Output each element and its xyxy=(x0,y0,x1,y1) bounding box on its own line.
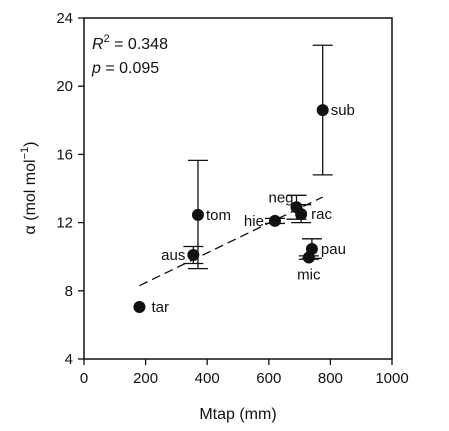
point-tom xyxy=(191,208,204,221)
point-label-hie: hie xyxy=(244,213,264,230)
y-axis-title-close: ) xyxy=(22,142,39,147)
y-tick-label-24: 24 xyxy=(56,10,73,27)
y-axis-title: α (mol mol−1) xyxy=(19,142,39,235)
x-tick-label-400: 400 xyxy=(195,370,220,387)
point-label-pau: pau xyxy=(321,241,346,258)
point-label-tom: tom xyxy=(206,207,231,224)
x-axis-title: Mtap (mm) xyxy=(199,406,276,423)
x-tick-label-0: 0 xyxy=(80,370,88,387)
y-axis-title-sup: −1 xyxy=(19,147,31,160)
point-label-aus: aus xyxy=(161,247,185,264)
regression-line xyxy=(139,196,323,287)
point-rac xyxy=(295,208,308,221)
p-value: = 0.095 xyxy=(101,60,159,77)
point-label-mic: mic xyxy=(297,267,321,284)
point-aus xyxy=(187,248,200,261)
x-tick-label-600: 600 xyxy=(256,370,281,387)
point-sub xyxy=(316,104,329,117)
plot-frame xyxy=(83,17,393,360)
r-squared-annotation: R2 = 0.348 xyxy=(92,33,168,53)
y-tick-label-4: 4 xyxy=(65,351,73,368)
y-tick-label-20: 20 xyxy=(56,78,73,95)
p-value-annotation: p = 0.095 xyxy=(91,60,159,77)
point-label-neg: neg xyxy=(268,189,293,206)
point-label-sub: sub xyxy=(331,102,355,119)
y-axis-title-main: α (mol mol xyxy=(22,159,39,234)
y-tick-label-8: 8 xyxy=(65,283,73,300)
y-tick-label-12: 12 xyxy=(56,215,73,232)
point-hie xyxy=(268,214,281,227)
point-label-rac: rac xyxy=(311,206,332,223)
point-label-tar: tar xyxy=(151,299,169,316)
point-mic xyxy=(302,251,315,264)
r-squared-sup: 2 xyxy=(104,33,110,45)
x-tick-label-200: 200 xyxy=(133,370,158,387)
r-squared-var: R xyxy=(92,36,104,53)
y-tick-label-16: 16 xyxy=(56,146,73,163)
x-tick-label-1000: 1000 xyxy=(375,370,408,387)
point-tar xyxy=(133,300,146,313)
r-squared-value: = 0.348 xyxy=(110,36,168,53)
x-tick-label-800: 800 xyxy=(318,370,343,387)
p-var: p xyxy=(91,60,101,77)
